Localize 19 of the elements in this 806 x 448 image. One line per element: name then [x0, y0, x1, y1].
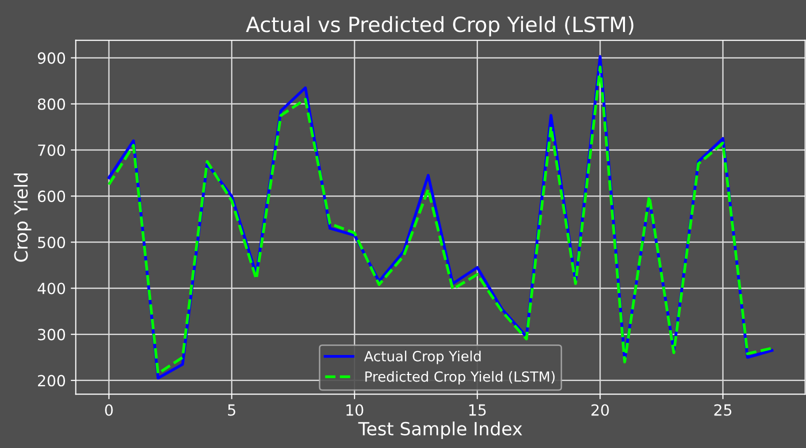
legend-label: Actual Crop Yield — [364, 350, 481, 364]
x-tick-label: 25 — [714, 404, 732, 416]
x-tick-label: 10 — [346, 404, 364, 416]
x-axis-title: Test Sample Index — [358, 422, 522, 439]
y-tick-label: 700 — [38, 144, 66, 156]
x-tick-label: 0 — [105, 404, 113, 416]
y-axis-title: Crop Yield — [14, 174, 32, 262]
x-tick-label: 5 — [228, 404, 236, 416]
chart-title: Actual vs Predicted Crop Yield (LSTM) — [246, 16, 634, 36]
y-tick-label: 600 — [38, 190, 66, 202]
y-tick-label: 300 — [38, 328, 66, 340]
legend-label: Predicted Crop Yield (LSTM) — [365, 371, 555, 385]
y-tick-label: 400 — [38, 282, 66, 294]
y-tick-label: 900 — [38, 52, 66, 64]
x-tick-label: 15 — [469, 404, 486, 416]
x-tick-label: 20 — [592, 404, 609, 416]
y-tick-label: 200 — [38, 374, 66, 386]
y-tick-label: 500 — [38, 236, 66, 248]
y-tick-label: 800 — [38, 98, 66, 110]
